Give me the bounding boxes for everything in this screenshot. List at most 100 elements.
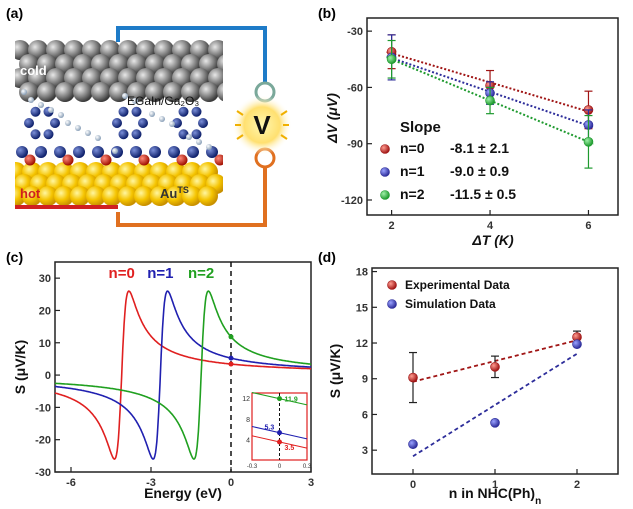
egain-atom xyxy=(163,82,183,102)
gold-atom xyxy=(38,186,58,206)
nhc-atom xyxy=(149,146,161,158)
egain-atom xyxy=(199,82,219,102)
curve-label: n=2 xyxy=(188,265,214,282)
ring-atom xyxy=(118,106,129,117)
legend-slope: -11.5 ± 0.5 xyxy=(450,186,516,202)
y-tick-label: 0 xyxy=(45,370,51,382)
legend-title: Slope xyxy=(400,119,441,136)
legend-series-name: n=0 xyxy=(400,140,425,156)
ring-atom xyxy=(50,118,60,128)
bottom-electrode-label: AuTS xyxy=(160,185,189,201)
legend-marker xyxy=(387,299,397,309)
panel-b-frame xyxy=(366,17,619,216)
inset-y-tick-label: 12 xyxy=(242,396,250,403)
fermi-point xyxy=(228,361,234,367)
egain-atom xyxy=(181,82,201,102)
egain-atom xyxy=(109,82,129,102)
carbene-atom xyxy=(100,154,112,166)
hydrogen-atom xyxy=(186,134,192,140)
carbene-atom xyxy=(24,154,36,166)
inset-y-tick-label: 8 xyxy=(246,417,250,424)
legend-series-name: n=2 xyxy=(400,186,425,202)
nhc-atom xyxy=(168,146,180,158)
carbene-atom xyxy=(138,154,150,166)
ring-atom xyxy=(112,118,122,128)
carbene-atom xyxy=(214,154,223,166)
nhc-atom xyxy=(16,146,28,158)
data-point xyxy=(408,439,418,450)
seebeck-curve xyxy=(54,290,311,461)
y-tick-label: 3 xyxy=(362,445,368,457)
legend-marker xyxy=(380,167,390,177)
legend-marker xyxy=(380,190,390,200)
hydrogen-atom xyxy=(58,112,64,118)
panel-c-ylabel: S (μV/K) xyxy=(12,340,28,394)
egain-atom xyxy=(127,82,147,102)
y-tick-label: 18 xyxy=(356,267,368,279)
egain-atom xyxy=(37,82,57,102)
nhc-atom xyxy=(73,146,85,158)
legend-entry: Experimental Data xyxy=(405,278,510,292)
ring-atom xyxy=(131,129,142,140)
gold-atom xyxy=(15,186,26,206)
panel-d-xlabel: n in NHC(Ph)n xyxy=(449,485,541,504)
x-tick-label: 4 xyxy=(487,220,494,232)
y-tick-label: -20 xyxy=(35,435,51,447)
data-point xyxy=(490,362,500,372)
gold-atom xyxy=(150,186,170,206)
y-tick-label: 6 xyxy=(362,409,368,421)
ring-atom xyxy=(198,118,208,128)
gold-atom xyxy=(118,186,138,206)
y-tick-label: -60 xyxy=(347,82,363,94)
data-point xyxy=(490,417,500,428)
hydrogen-atom xyxy=(149,111,155,117)
panel-b-xlabel: ΔT (K) xyxy=(471,232,514,248)
legend-marker xyxy=(380,144,390,154)
panel-c-inset: 12 8 4 -0.3 0 0.3 11.9 5.3 3.5 xyxy=(242,391,312,470)
hydrogen-atom xyxy=(169,121,175,127)
data-point xyxy=(583,137,594,147)
hydrogen-atom xyxy=(48,107,54,113)
legend-slope: -8.1 ± 2.1 xyxy=(450,140,509,156)
ring-atom xyxy=(30,106,41,117)
hot-label: hot xyxy=(20,186,41,201)
x-tick-label: -6 xyxy=(66,477,76,489)
molecular-layer xyxy=(16,89,223,166)
hydrogen-atom xyxy=(112,148,118,154)
x-tick-label: 6 xyxy=(585,220,591,232)
panel-b-label: (b) xyxy=(318,5,336,21)
panel-c-xlabel: Energy (eV) xyxy=(144,485,222,501)
hydrogen-atom xyxy=(28,97,34,103)
egain-atom xyxy=(73,82,93,102)
inset-y-tick-label: 4 xyxy=(246,437,250,444)
y-tick-label: 30 xyxy=(39,273,51,285)
data-point xyxy=(386,54,397,65)
ring-atom xyxy=(131,106,142,117)
meter-glow xyxy=(232,95,292,155)
data-point xyxy=(408,372,418,383)
hydrogen-atom xyxy=(95,135,101,141)
gold-atom xyxy=(86,186,106,206)
data-point xyxy=(572,339,582,350)
ring-atom xyxy=(138,118,148,128)
seebeck-curve xyxy=(54,290,312,460)
hydrogen-atom xyxy=(159,116,165,122)
hydrogen-atom xyxy=(38,102,44,108)
ring-atom xyxy=(24,118,34,128)
ring-atom xyxy=(43,129,54,140)
nhc-atom xyxy=(54,146,66,158)
panel-d-label: (d) xyxy=(318,249,336,265)
x-tick-label: 2 xyxy=(574,479,580,491)
ring-atom xyxy=(30,129,41,140)
gold-atom xyxy=(22,186,42,206)
gold-atom xyxy=(54,186,74,206)
panel-b-chart: (b) 2 4 6 -30 -60 -90 -120 Slope n=0 -8.1 ± 2.1 n… xyxy=(318,5,619,248)
hot-wire xyxy=(116,168,267,227)
legend-slope: -9.0 ± 0.9 xyxy=(450,163,509,179)
ring-atom xyxy=(191,106,202,117)
nhc-atom xyxy=(187,146,199,158)
x-tick-label: 1 xyxy=(492,479,498,491)
panel-c-label: (c) xyxy=(6,249,23,265)
panel-a-schematic: (a) V cold hot EGaIn/Ga₂O₃ AuTS xyxy=(6,5,292,227)
